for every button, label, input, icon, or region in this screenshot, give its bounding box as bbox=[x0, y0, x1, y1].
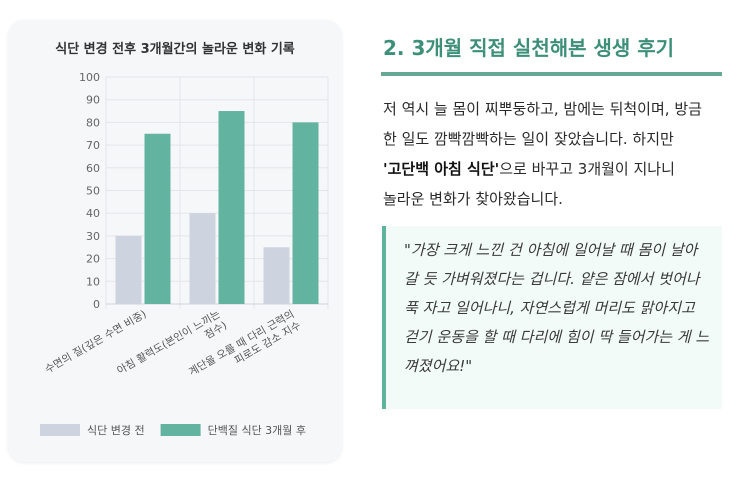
y-tick-label: 70 bbox=[86, 139, 100, 152]
y-tick-label: 80 bbox=[86, 116, 100, 129]
legend-label: 식단 변경 전 bbox=[87, 424, 145, 437]
bar-chart: 식단 변경 전후 3개월간의 놀라운 변화 기록 0 10 20 30 40 50 60 70… bbox=[40, 41, 329, 437]
y-tick-label: 100 bbox=[79, 71, 100, 84]
bar-after bbox=[144, 133, 171, 304]
chart-title: 식단 변경 전후 3개월간의 놀라운 변화 기록 bbox=[55, 41, 295, 57]
bar-after bbox=[218, 111, 245, 304]
legend-swatch bbox=[40, 424, 80, 436]
y-tick-label: 10 bbox=[86, 275, 100, 288]
intro-text-start: 저 역시 늘 몸이 찌뿌둥하고, 밤에는 뒤척이며, 방금 한 일도 깜빡깜빡하… bbox=[383, 100, 702, 148]
bar-after bbox=[292, 122, 319, 305]
legend-swatch bbox=[160, 424, 201, 436]
bar-before bbox=[115, 235, 142, 304]
bar-before bbox=[189, 213, 216, 304]
intro-text-end: 으로 바꾸고 3개월이 지나니 놀라운 변화가 찾아왔습니다. bbox=[383, 160, 675, 208]
section-heading: 2. 3개월 직접 실천해본 생생 후기 bbox=[383, 36, 675, 60]
heading-divider bbox=[381, 72, 722, 76]
y-tick-label: 50 bbox=[86, 185, 100, 198]
bar-before bbox=[263, 247, 290, 304]
y-tick-label: 90 bbox=[86, 94, 100, 107]
y-tick-label: 40 bbox=[86, 207, 100, 220]
intro-emphasis: '고단백 아침 식단' bbox=[383, 160, 500, 178]
y-tick-label: 0 bbox=[93, 298, 100, 311]
intro-paragraph: 저 역시 늘 몸이 찌뿌둥하고, 밤에는 뒤척이며, 방금 한 일도 깜빡깜빡하… bbox=[383, 94, 718, 214]
legend-label: 단백질 식단 3개월 후 bbox=[208, 424, 306, 437]
chart-card: 식단 변경 전후 3개월간의 놀라운 변화 기록 0 10 20 30 40 50 60 70… bbox=[8, 20, 342, 462]
y-tick-label: 30 bbox=[86, 230, 100, 243]
y-tick-label: 60 bbox=[86, 162, 100, 175]
testimonial-quote: "가장 크게 느낀 건 아침에 일어날 때 몸이 날아갈 듯 가벼워졌다는 겁니… bbox=[382, 226, 722, 409]
y-tick-label: 20 bbox=[86, 253, 100, 266]
article-section: 2. 3개월 직접 실천해본 생생 후기 저 역시 늘 몸이 찌뿌둥하고, 밤에… bbox=[381, 32, 722, 409]
